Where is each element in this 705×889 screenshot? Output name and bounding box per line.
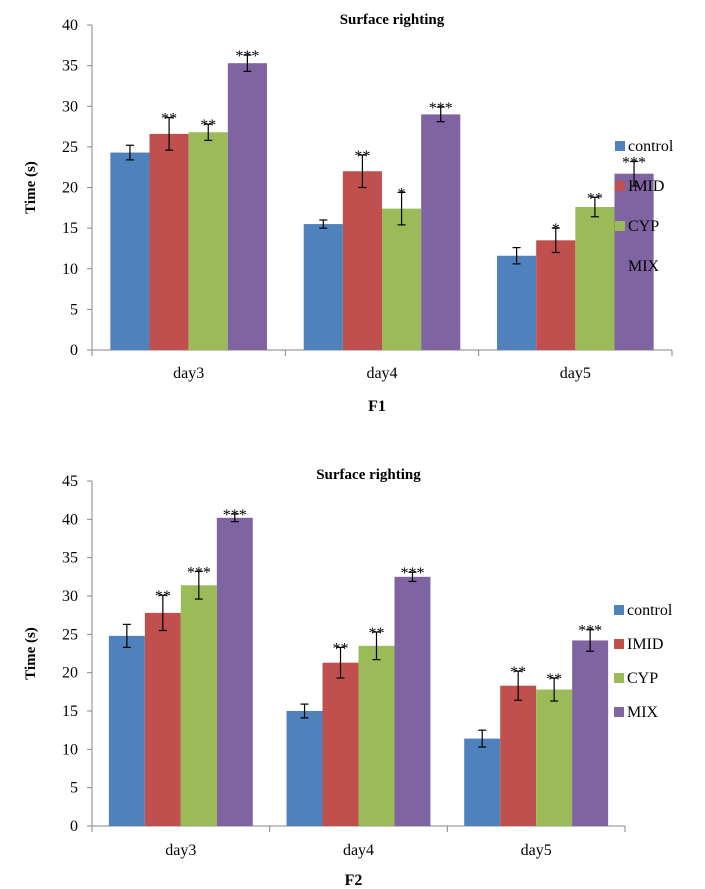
- legend-label-cyp: CYP: [627, 670, 658, 687]
- legend: control IMID CYP MIX: [615, 138, 674, 275]
- y-tick-label: 35: [62, 550, 78, 567]
- y-tick-label: 10: [62, 261, 78, 278]
- y-tick-label: 15: [62, 220, 78, 237]
- bar-control-day3: [108, 635, 145, 826]
- y-tick-label: 35: [62, 58, 78, 75]
- legend-swatch-mix: [614, 707, 624, 717]
- chart-title: Surface righting: [316, 467, 421, 483]
- bar-cyp-day4: [358, 645, 395, 826]
- legend-label-control: control: [628, 138, 674, 155]
- significance-label: ***: [622, 155, 646, 172]
- legend-label-mix: MIX: [628, 258, 660, 275]
- chart-title: Surface righting: [340, 12, 445, 28]
- y-tick-label: 10: [62, 741, 78, 758]
- significance-label: ***: [578, 623, 602, 640]
- bar-cyp-day4: [382, 208, 422, 350]
- legend-swatch-mix: [615, 261, 625, 271]
- bar-imid-day3: [144, 612, 181, 826]
- bar-cyp-day3: [188, 132, 228, 350]
- significance-label: **: [354, 148, 370, 165]
- legend-label-control: control: [627, 602, 673, 619]
- legend-swatch-imid: [615, 181, 625, 191]
- bar-mix-day5: [572, 640, 609, 826]
- x-tick-label: day5: [560, 365, 591, 382]
- significance-label: **: [510, 664, 526, 681]
- bar-cyp-day3: [180, 585, 217, 826]
- bar-mix-day3: [227, 63, 267, 350]
- y-tick-label: 45: [62, 473, 78, 490]
- y-tick-label: 0: [70, 818, 78, 835]
- legend-label-imid: IMID: [627, 636, 663, 653]
- y-tick-label: 20: [62, 665, 78, 682]
- legend-swatch-control: [614, 605, 624, 615]
- legend-label-cyp: CYP: [628, 218, 659, 235]
- y-tick-label: 25: [62, 139, 78, 156]
- legend: control IMID CYP MIX: [614, 602, 673, 721]
- x-tick-label: day3: [173, 365, 204, 382]
- chart-panel-1: Surface righting 0 5 10 15 20 25 30 35 40 Time (s)…: [23, 12, 674, 415]
- bar-imid-day4: [322, 662, 359, 826]
- y-tick-label: 15: [62, 703, 78, 720]
- y-tick-label: 30: [62, 588, 78, 605]
- significance-label: **: [161, 111, 177, 128]
- significance-label: **: [368, 625, 384, 642]
- y-tick-label: 5: [70, 301, 78, 318]
- panel-label: F1: [368, 398, 386, 415]
- y-tick-label: 25: [62, 626, 78, 643]
- y-tick-label: 5: [70, 780, 78, 797]
- chart-panel-2: Surface righting 0 5 10 15 20 25 30 35 40 45 Time (…: [23, 467, 673, 889]
- significance-label: ***: [187, 564, 211, 581]
- legend-swatch-control: [615, 141, 625, 151]
- legend-swatch-cyp: [614, 673, 624, 683]
- legend-label-imid: IMID: [628, 178, 664, 195]
- significance-label: **: [155, 588, 171, 605]
- bar-control-day5: [497, 255, 537, 350]
- bar-imid-day5: [536, 240, 576, 350]
- bar-cyp-day5: [536, 689, 573, 826]
- significance-label: *: [552, 221, 560, 238]
- bar-mix-day4: [421, 114, 461, 350]
- significance-label: **: [587, 190, 603, 207]
- bar-mix-day3: [216, 517, 253, 826]
- significance-label: **: [200, 117, 216, 134]
- bar-control-day4: [303, 224, 343, 350]
- legend-swatch-cyp: [615, 221, 625, 231]
- x-tick-label: day3: [165, 842, 196, 859]
- x-tick-label: day4: [343, 842, 374, 859]
- y-tick-label: 0: [70, 342, 78, 359]
- significance-label: **: [546, 671, 562, 688]
- y-tick-label: 40: [62, 511, 78, 528]
- bar-imid-day4: [342, 171, 382, 350]
- panel-label: F2: [345, 872, 363, 889]
- x-tick-label: day5: [521, 842, 552, 859]
- y-axis-title: Time (s): [23, 161, 39, 214]
- y-tick-label: 30: [62, 98, 78, 115]
- bar-imid-day3: [149, 133, 189, 350]
- y-tick-label: 40: [62, 17, 78, 34]
- significance-label: ***: [235, 48, 259, 65]
- bar-imid-day5: [500, 685, 537, 826]
- bar-control-day4: [286, 711, 323, 826]
- bar-control-day5: [464, 738, 501, 826]
- legend-swatch-imid: [614, 639, 624, 649]
- x-tick-label: day4: [366, 365, 397, 382]
- bar-mix-day4: [394, 576, 431, 826]
- significance-label: ***: [400, 565, 424, 582]
- bar-control-day3: [110, 152, 150, 350]
- legend-label-mix: MIX: [627, 704, 659, 721]
- bar-cyp-day5: [575, 207, 615, 350]
- y-tick-label: 20: [62, 180, 78, 197]
- y-axis-title: Time (s): [23, 627, 39, 680]
- significance-label: ***: [429, 100, 453, 117]
- significance-label: ***: [223, 507, 247, 524]
- significance-label: *: [398, 185, 406, 202]
- significance-label: **: [333, 640, 349, 657]
